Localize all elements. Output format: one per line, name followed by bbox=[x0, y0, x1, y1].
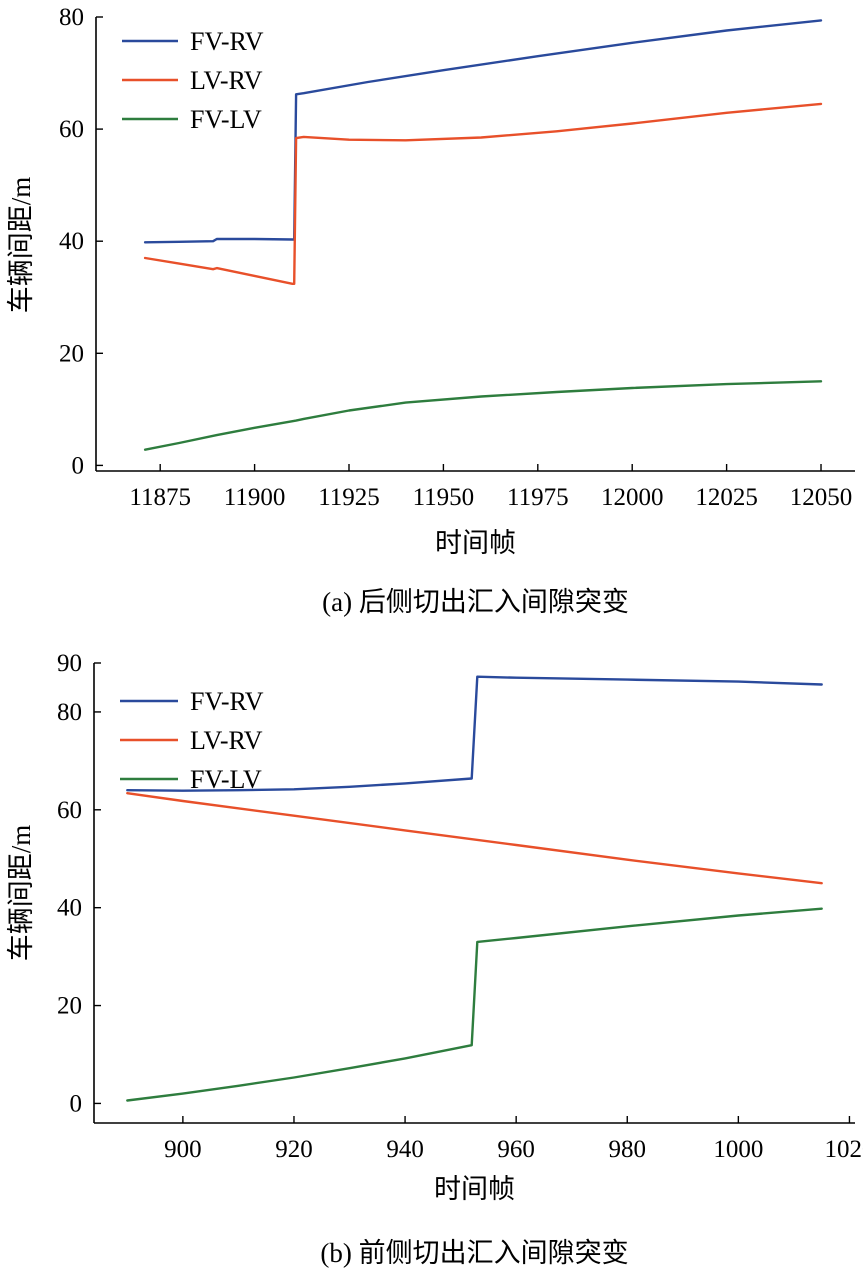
x-tick-label: 960 bbox=[497, 1136, 535, 1163]
y-tick-label: 60 bbox=[57, 797, 82, 824]
x-tick-label: 12000 bbox=[601, 484, 664, 511]
y-axis-title: 车辆间距/m bbox=[6, 177, 36, 314]
series-line-fv-lv bbox=[143, 380, 823, 451]
legend-label-fv-lv: FV-LV bbox=[190, 105, 262, 134]
legend-label-lv-rv: LV-RV bbox=[190, 66, 263, 95]
figure-caption: (b) 前侧切出汇入间隙突变 bbox=[320, 1238, 628, 1268]
y-tick-label: 20 bbox=[57, 993, 82, 1020]
x-tick-label: 980 bbox=[609, 1136, 647, 1163]
y-tick-label: 60 bbox=[59, 116, 84, 143]
x-tick-label: 11900 bbox=[224, 484, 286, 511]
y-tick-label: 0 bbox=[70, 1090, 83, 1117]
legend-label-fv-rv: FV-RV bbox=[190, 27, 264, 56]
y-axis-title: 车辆间距/m bbox=[6, 825, 36, 962]
series-line-fv-rv bbox=[143, 19, 823, 244]
legend-label-lv-rv: LV-RV bbox=[190, 726, 263, 755]
legend-label-fv-lv: FV-LV bbox=[190, 765, 262, 794]
chart-b: 0 20 40 60 80 90 900 920 940 960 980 1000 1020 FV-RV L… bbox=[6, 650, 863, 1268]
x-tick-label: 11950 bbox=[413, 484, 475, 511]
x-tick-label: 12050 bbox=[790, 484, 853, 511]
x-tick-label: 940 bbox=[386, 1136, 424, 1163]
y-tick-label: 90 bbox=[57, 650, 82, 677]
figure-caption: (a) 后侧切出汇入间隙突变 bbox=[322, 587, 629, 617]
legend-label-fv-rv: FV-RV bbox=[190, 687, 264, 716]
x-tick-label: 1000 bbox=[713, 1136, 763, 1163]
x-axis-title: 时间帧 bbox=[434, 1174, 515, 1204]
series-line-lv-rv bbox=[126, 792, 823, 885]
chart-a: 0 20 40 60 80 11875 11900 11925 11950 11975 12000 1… bbox=[6, 4, 855, 617]
y-tick-label: 80 bbox=[57, 699, 82, 726]
x-tick-label: 12025 bbox=[695, 484, 758, 511]
x-tick-label: 920 bbox=[275, 1136, 313, 1163]
x-axis-title: 时间帧 bbox=[435, 528, 516, 558]
y-tick-label: 80 bbox=[59, 4, 84, 31]
x-tick-label: 900 bbox=[164, 1136, 202, 1163]
series-line-fv-rv bbox=[126, 675, 823, 792]
x-tick-label: 11925 bbox=[318, 484, 380, 511]
x-tick-label: 11975 bbox=[507, 484, 569, 511]
series-line-lv-rv bbox=[143, 102, 823, 285]
y-tick-label: 40 bbox=[57, 895, 82, 922]
y-tick-label: 20 bbox=[59, 340, 84, 367]
series-line-fv-lv bbox=[126, 907, 823, 1102]
y-tick-label: 0 bbox=[72, 452, 85, 479]
y-tick-label: 40 bbox=[59, 228, 84, 255]
x-tick-label: 1020 bbox=[824, 1136, 863, 1163]
x-tick-label: 11875 bbox=[129, 484, 191, 511]
